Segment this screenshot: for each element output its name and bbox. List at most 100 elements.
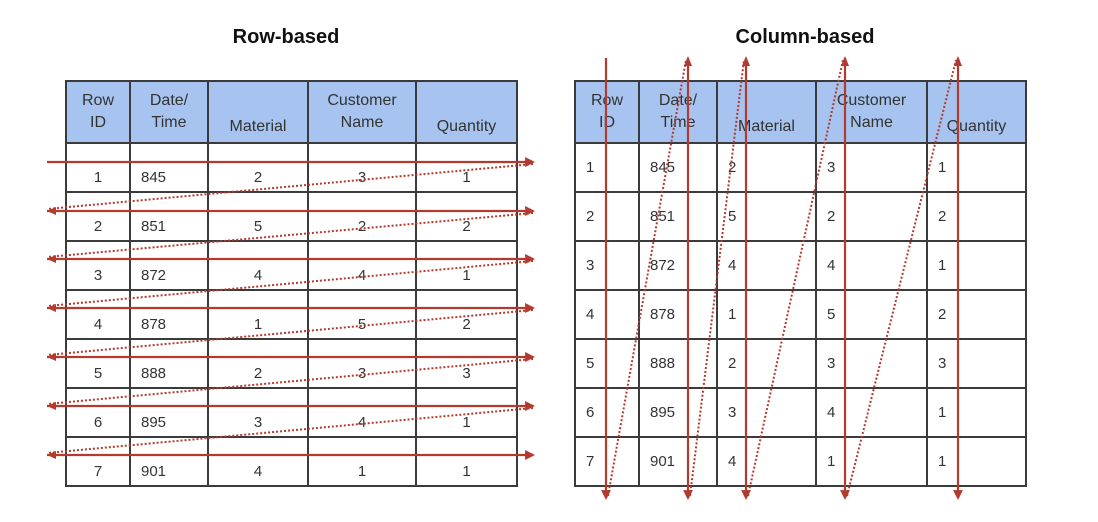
cell-customer-name: 1 [815, 436, 928, 487]
cell-material: 1 [716, 289, 817, 340]
column-return-line [747, 59, 844, 497]
cell-date-time: 851 [638, 191, 718, 242]
header-date-time: Date/ Time [129, 80, 209, 144]
cell-row-id: 2 [65, 191, 131, 242]
cell-customer-name: 4 [815, 387, 928, 438]
cell-material: 5 [207, 191, 309, 242]
row-return-arrowhead [47, 255, 56, 263]
cell-row-id: 4 [65, 289, 131, 340]
column-return-arrowhead [742, 56, 750, 66]
cell-material: 4 [207, 436, 309, 487]
cell-quantity: 1 [926, 387, 1027, 438]
column-return-arrowhead [841, 56, 849, 66]
row-return-arrowhead [47, 304, 56, 312]
cell-material: 4 [716, 240, 817, 291]
cell-date-time: 901 [129, 436, 209, 487]
row-return-line [46, 163, 534, 210]
cell-quantity: 2 [926, 191, 1027, 242]
cell-row-id: 7 [65, 436, 131, 487]
table-row: 1 845 2 3 1 [65, 142, 518, 193]
table-row: 5 888 2 3 3 [65, 338, 518, 389]
header-quantity: Quantity [415, 80, 518, 144]
cell-customer-name: 3 [815, 338, 928, 389]
header-material: Material [716, 80, 817, 144]
cell-material: 4 [716, 436, 817, 487]
cell-material: 2 [716, 338, 817, 389]
cell-row-id: 1 [65, 142, 131, 193]
table-row: 6 895 3 4 1 [574, 387, 1027, 438]
row-return-arrowhead [47, 353, 56, 361]
table-row: 3 872 4 4 1 [65, 240, 518, 291]
header-row-id: Row ID [65, 80, 131, 144]
table-row: 7 901 4 1 1 [574, 436, 1027, 487]
row-return-arrowhead [47, 207, 56, 215]
row-based-header-row: Row ID Date/ Time Material Customer Name… [65, 80, 518, 144]
cell-date-time: 901 [638, 436, 718, 487]
cell-material: 1 [207, 289, 309, 340]
cell-material: 2 [207, 142, 309, 193]
column-return-arrowhead [954, 56, 962, 66]
cell-row-id: 5 [65, 338, 131, 389]
cell-customer-name: 4 [307, 387, 417, 438]
header-customer-name: Customer Name [307, 80, 417, 144]
cell-material: 5 [716, 191, 817, 242]
cell-date-time: 851 [129, 191, 209, 242]
column-based-title: Column-based [735, 26, 875, 48]
cell-quantity: 1 [926, 142, 1027, 193]
cell-customer-name: 5 [815, 289, 928, 340]
row-based-title: Row-based [232, 26, 340, 48]
cell-customer-name: 3 [815, 142, 928, 193]
row-return-arrowhead [47, 402, 56, 410]
row-return-arrowhead [47, 451, 56, 459]
cell-date-time: 888 [129, 338, 209, 389]
cell-customer-name: 2 [815, 191, 928, 242]
row-return-line [46, 260, 534, 307]
header-customer-name: Customer Name [815, 80, 928, 144]
cell-customer-name: 5 [307, 289, 417, 340]
row-scan-arrows [46, 157, 535, 460]
cell-customer-name: 3 [307, 142, 417, 193]
cell-material: 2 [716, 142, 817, 193]
cell-date-time: 872 [129, 240, 209, 291]
cell-material: 3 [716, 387, 817, 438]
row-return-line [46, 309, 534, 356]
cell-quantity: 1 [415, 387, 518, 438]
cell-date-time: 878 [638, 289, 718, 340]
cell-date-time: 895 [129, 387, 209, 438]
column-return-line [607, 59, 687, 497]
table-row: 4 878 1 5 2 [574, 289, 1027, 340]
cell-customer-name: 4 [815, 240, 928, 291]
cell-row-id: 3 [65, 240, 131, 291]
table-row: 7 901 4 1 1 [65, 436, 518, 487]
cell-quantity: 2 [926, 289, 1027, 340]
row-based-table: Row ID Date/ Time Material Customer Name… [65, 80, 518, 487]
row-return-line [46, 407, 534, 454]
column-return-arrowhead [684, 56, 692, 66]
cell-date-time: 872 [638, 240, 718, 291]
cell-quantity: 3 [926, 338, 1027, 389]
column-based-header-row: Row ID Date/ Time Material Customer Name… [574, 80, 1027, 144]
cell-quantity: 1 [926, 436, 1027, 487]
table-row: 2 851 5 2 2 [65, 191, 518, 242]
header-material: Material [207, 80, 309, 144]
table-row: 4 878 1 5 2 [65, 289, 518, 340]
column-scan-arrows [601, 56, 963, 500]
row-return-line [46, 212, 534, 258]
cell-quantity: 3 [415, 338, 518, 389]
cell-date-time: 845 [638, 142, 718, 193]
column-based-table: Row ID Date/ Time Material Customer Name… [574, 80, 1027, 487]
cell-customer-name: 3 [307, 338, 417, 389]
column-return-line [689, 59, 745, 497]
cell-customer-name: 1 [307, 436, 417, 487]
cell-date-time: 895 [638, 387, 718, 438]
cell-quantity: 1 [415, 240, 518, 291]
cell-quantity: 2 [415, 289, 518, 340]
cell-customer-name: 2 [307, 191, 417, 242]
table-row: 3 872 4 4 1 [574, 240, 1027, 291]
cell-date-time: 845 [129, 142, 209, 193]
cell-row-id: 6 [65, 387, 131, 438]
row-return-line [46, 358, 534, 405]
table-row: 2 851 5 2 2 [574, 191, 1027, 242]
cell-quantity: 1 [926, 240, 1027, 291]
